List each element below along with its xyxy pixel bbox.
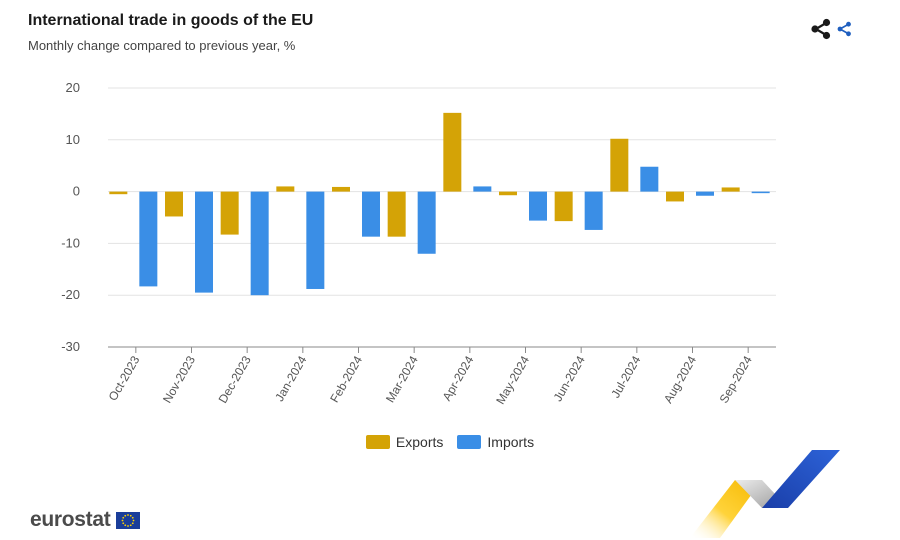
bar-imports-jun-2024[interactable] xyxy=(584,191,603,230)
y-tick-label: 10 xyxy=(66,132,80,147)
bar-imports-dec-2023[interactable] xyxy=(250,191,269,296)
share-button[interactable] xyxy=(810,16,858,42)
logo-text: eurostat xyxy=(30,508,111,531)
legend-label-exports: Exports xyxy=(395,434,444,450)
bar-exports-may-2024[interactable] xyxy=(499,191,517,196)
x-tick-label: Dec-2023 xyxy=(216,353,254,405)
bar-chart: 20 10 0 -10 -20 -30 Oct-2023 Nov-2023 Dec-2023 J… xyxy=(61,80,776,407)
bars xyxy=(109,112,770,296)
bar-imports-nov-2023[interactable] xyxy=(195,191,213,293)
x-tick-label: Nov-2023 xyxy=(160,353,198,405)
x-tick-label: May-2024 xyxy=(493,353,532,406)
bar-imports-oct-2023[interactable] xyxy=(139,191,158,287)
bar-exports-feb-2024[interactable] xyxy=(332,186,350,192)
bar-imports-feb-2024[interactable] xyxy=(362,191,380,237)
chart-subtitle: Monthly change compared to previous year… xyxy=(28,38,296,53)
bar-exports-aug-2024[interactable] xyxy=(666,191,684,202)
bar-imports-aug-2024[interactable] xyxy=(696,191,714,196)
y-tick-label: -10 xyxy=(61,235,80,250)
x-tick-label: Apr-2024 xyxy=(440,353,477,403)
chart-title: International trade in goods of the EU xyxy=(28,12,314,29)
x-tick-label: Oct-2023 xyxy=(106,353,143,403)
bar-exports-apr-2024[interactable] xyxy=(443,112,462,192)
y-tick-label: -30 xyxy=(61,339,80,354)
legend-label-imports: Imports xyxy=(487,434,535,450)
eurostat-swoosh-graphic xyxy=(690,450,840,538)
bar-imports-jul-2024[interactable] xyxy=(640,166,659,192)
bar-imports-apr-2024[interactable] xyxy=(473,186,492,192)
x-tick-label: Sep-2024 xyxy=(717,353,755,405)
bar-exports-mar-2024[interactable] xyxy=(387,191,406,237)
bar-exports-oct-2023[interactable] xyxy=(109,191,128,195)
x-tick-label: Feb-2024 xyxy=(327,353,365,405)
x-tick-label: Jul-2024 xyxy=(608,353,643,400)
x-tick-label: Mar-2024 xyxy=(383,353,421,405)
x-tick-label: Aug-2024 xyxy=(661,353,699,405)
bar-exports-nov-2023[interactable] xyxy=(165,191,183,217)
y-tick-label: 0 xyxy=(73,184,80,199)
bar-exports-jul-2024[interactable] xyxy=(610,138,629,192)
legend-item-imports[interactable]: Imports xyxy=(457,434,534,450)
x-axis-ticks: Oct-2023 Nov-2023 Dec-2023 Jan-2024 Feb-2024… xyxy=(106,353,755,407)
bar-imports-may-2024[interactable] xyxy=(529,191,547,221)
share-icon-small xyxy=(837,21,851,37)
y-axis-ticks: 20 10 0 -10 -20 -30 xyxy=(61,80,80,354)
legend-swatch-exports xyxy=(365,435,390,449)
bar-exports-jun-2024[interactable] xyxy=(554,191,573,222)
x-tick-label: Jun-2024 xyxy=(551,353,588,404)
legend: Exports Imports xyxy=(0,434,900,450)
bar-imports-jan-2024[interactable] xyxy=(306,191,325,289)
y-tick-label: 20 xyxy=(66,80,80,95)
y-tick-label: -20 xyxy=(61,287,80,302)
eu-flag-icon xyxy=(116,511,141,529)
bar-exports-dec-2023[interactable] xyxy=(220,191,239,235)
grid-lines xyxy=(108,87,776,296)
eurostat-logo: eurostat xyxy=(30,508,141,532)
bar-exports-jan-2024[interactable] xyxy=(276,186,295,192)
share-icon xyxy=(811,18,831,40)
legend-item-exports[interactable]: Exports xyxy=(365,434,444,450)
bar-imports-mar-2024[interactable] xyxy=(417,191,436,254)
x-axis xyxy=(108,346,776,353)
bar-exports-sep-2024[interactable] xyxy=(721,187,740,192)
bar-imports-sep-2024[interactable] xyxy=(751,191,770,194)
legend-swatch-imports xyxy=(457,435,482,449)
x-tick-label: Jan-2024 xyxy=(272,353,309,404)
